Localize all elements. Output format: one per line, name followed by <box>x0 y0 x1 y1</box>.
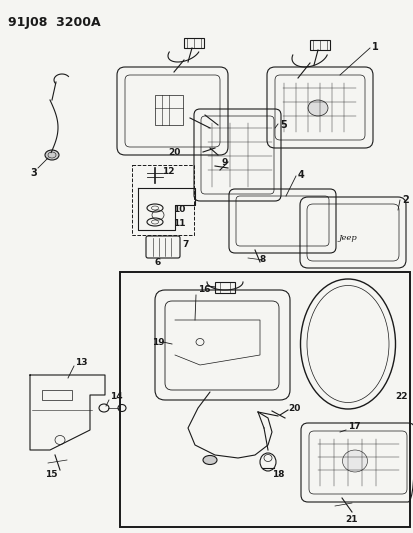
Text: 17: 17 <box>347 422 360 431</box>
Text: 91J08  3200A: 91J08 3200A <box>8 16 100 29</box>
Text: 7: 7 <box>182 240 188 249</box>
Text: 2: 2 <box>401 195 408 205</box>
Text: 14: 14 <box>110 392 122 401</box>
Text: 21: 21 <box>344 515 357 524</box>
Bar <box>183 38 204 48</box>
Ellipse shape <box>45 150 59 160</box>
Text: 16: 16 <box>197 285 210 294</box>
Text: 5: 5 <box>279 120 286 130</box>
Ellipse shape <box>202 456 216 464</box>
Text: 19: 19 <box>152 338 164 347</box>
Bar <box>42 390 72 400</box>
Text: 18: 18 <box>271 470 284 479</box>
Text: 12: 12 <box>161 167 174 176</box>
Text: 13: 13 <box>75 358 87 367</box>
Ellipse shape <box>307 100 327 116</box>
Bar <box>120 272 409 527</box>
Ellipse shape <box>342 450 367 472</box>
Text: 22: 22 <box>394 392 406 401</box>
Text: 4: 4 <box>297 170 304 180</box>
Text: 6: 6 <box>154 258 161 267</box>
Text: 11: 11 <box>173 219 185 228</box>
Bar <box>154 95 183 125</box>
Text: 9: 9 <box>221 158 228 167</box>
Text: 10: 10 <box>173 205 185 214</box>
Text: Jeep: Jeep <box>337 234 356 242</box>
Text: 20: 20 <box>168 148 180 157</box>
Bar <box>132 165 194 235</box>
Text: 3: 3 <box>30 168 37 178</box>
Text: 20: 20 <box>287 404 300 413</box>
Text: 8: 8 <box>259 255 266 264</box>
Text: 1: 1 <box>371 42 378 52</box>
Bar <box>214 282 235 293</box>
Bar <box>309 40 329 50</box>
Text: 15: 15 <box>45 470 57 479</box>
